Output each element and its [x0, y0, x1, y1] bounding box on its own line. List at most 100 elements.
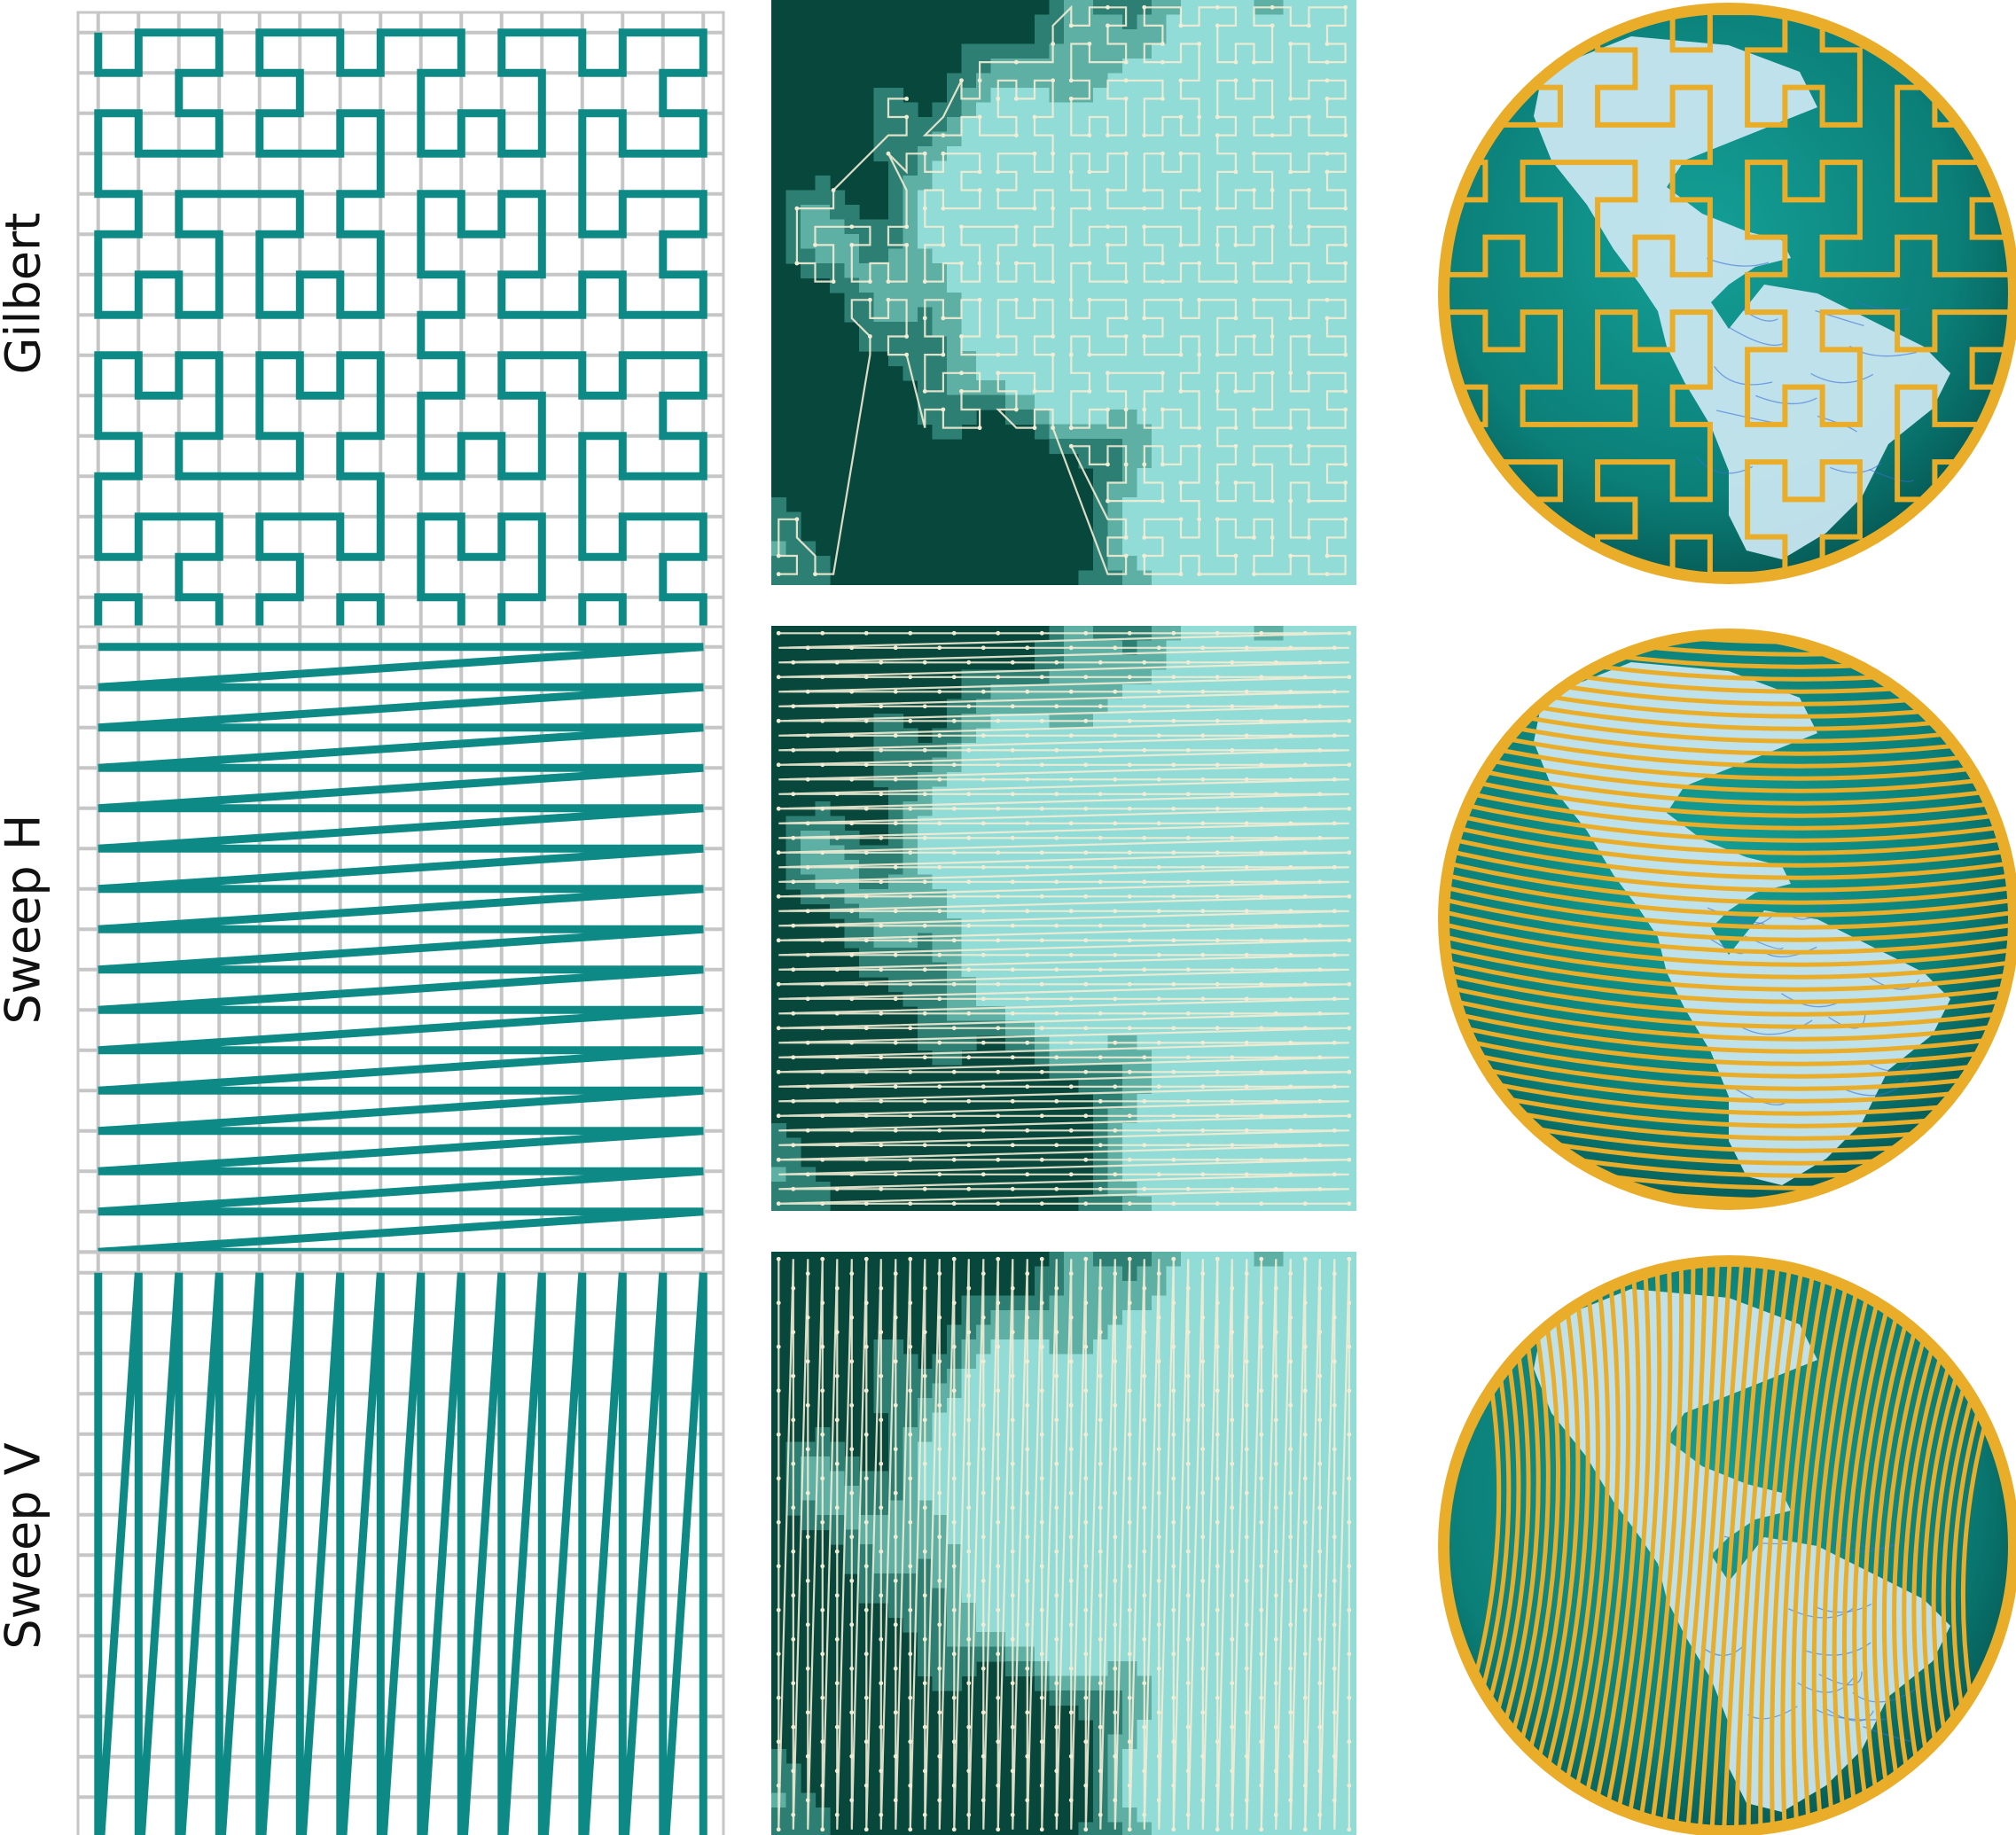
path-node	[805, 1172, 810, 1177]
heatmap-cell	[1269, 160, 1285, 176]
path-node	[1317, 1055, 1323, 1060]
heatmap-cell	[1269, 59, 1285, 74]
path-node	[879, 1098, 884, 1104]
heatmap-cell	[976, 380, 992, 396]
heatmap-cell	[1020, 410, 1035, 426]
path-node	[1347, 1344, 1352, 1349]
heatmap-cell	[1078, 424, 1094, 440]
path-node	[867, 334, 872, 339]
path-node	[1142, 747, 1147, 753]
heatmap-cell	[932, 102, 948, 118]
heatmap-cell	[1035, 234, 1051, 250]
path-node	[1068, 1172, 1074, 1177]
heatmap-cell	[1254, 351, 1270, 367]
path-node	[879, 1186, 884, 1191]
path-node	[1215, 480, 1220, 485]
heatmap-cell	[1166, 234, 1182, 250]
path-node	[937, 996, 942, 1002]
path-node	[922, 279, 927, 285]
path-node	[1302, 1739, 1308, 1745]
path-node	[1233, 78, 1239, 83]
path-node	[1302, 762, 1308, 768]
path-node	[937, 1271, 942, 1277]
heatmap-cell	[888, 277, 904, 293]
heatmap-cell	[1341, 307, 1356, 323]
path-node	[908, 1069, 913, 1074]
path-node	[1215, 1739, 1220, 1745]
path-node	[1098, 660, 1103, 665]
path-node	[1068, 1084, 1074, 1089]
path-node	[966, 835, 972, 840]
heatmap-cell	[1166, 322, 1182, 338]
path-node	[1068, 297, 1074, 302]
heatmap-cell	[976, 205, 992, 221]
path-node	[1230, 1549, 1235, 1554]
heatmap-cell	[1137, 322, 1153, 338]
path-node	[1244, 1490, 1249, 1495]
path-node	[1127, 938, 1132, 943]
path-node	[1185, 660, 1191, 665]
path-node	[951, 1607, 957, 1612]
heatmap-cell	[1254, 570, 1270, 585]
heatmap-cell	[1283, 322, 1299, 338]
heatmap-cell	[771, 497, 787, 513]
path-node	[1185, 1186, 1191, 1191]
heatmap-cell	[1239, 73, 1255, 89]
path-node	[1025, 777, 1030, 782]
path-node	[996, 806, 1001, 811]
path-node	[908, 1300, 913, 1306]
heatmap-cell	[1093, 263, 1109, 279]
path-node	[1288, 952, 1293, 957]
path-node	[937, 1578, 942, 1583]
path-node	[966, 1461, 972, 1466]
path-node	[893, 1172, 898, 1177]
heatmap-cell	[1341, 453, 1356, 469]
path-node	[996, 1476, 1001, 1481]
heatmap-cell	[1224, 190, 1240, 206]
path-node	[959, 78, 964, 83]
path-node	[1347, 1564, 1352, 1569]
heatmap-cell	[947, 394, 963, 410]
path-node	[1288, 1578, 1293, 1583]
heatmap-cell	[1078, 131, 1094, 147]
path-node	[996, 261, 1001, 266]
heatmap-cell	[1093, 190, 1109, 206]
heatmap-cell	[1269, 248, 1285, 264]
path-node	[1113, 1798, 1118, 1803]
heatmap-cell	[1035, 190, 1051, 206]
heatmap-cell	[1152, 190, 1168, 206]
heatmap-cell	[1005, 277, 1021, 293]
path-node	[1302, 1564, 1308, 1569]
path-node	[1010, 1461, 1015, 1466]
heatmap-cell	[1122, 14, 1138, 30]
heatmap-cell	[1181, 88, 1197, 104]
path-node	[1127, 762, 1132, 768]
river-line	[1755, 394, 1817, 405]
path-node	[922, 1011, 927, 1016]
path-node	[1013, 297, 1019, 302]
heatmap-cell	[1181, 351, 1197, 367]
heatmap-cell	[1152, 14, 1168, 30]
path-node	[1230, 1373, 1235, 1378]
heatmap-cell	[1005, 205, 1021, 221]
path-node	[1233, 426, 1239, 431]
heatmap-cell	[976, 277, 992, 293]
path-node	[1317, 1593, 1323, 1598]
path-node	[981, 1040, 986, 1045]
path-node	[937, 1753, 942, 1759]
path-node	[776, 630, 781, 636]
heatmap-cell	[1283, 102, 1299, 118]
path-node	[820, 1256, 825, 1261]
heatmap-cell	[1224, 117, 1240, 133]
path-node	[981, 1315, 986, 1320]
heatmap-cell	[1269, 482, 1285, 498]
path-node	[1113, 1359, 1118, 1364]
path-node	[1259, 1519, 1264, 1525]
heatmap-cell	[1239, 117, 1255, 133]
path-node	[776, 1519, 781, 1525]
path-node	[820, 1739, 825, 1745]
path-node	[1259, 1069, 1264, 1074]
path-node	[1215, 1344, 1220, 1349]
path-node	[1288, 1666, 1293, 1671]
heatmap-cell	[1122, 190, 1138, 206]
